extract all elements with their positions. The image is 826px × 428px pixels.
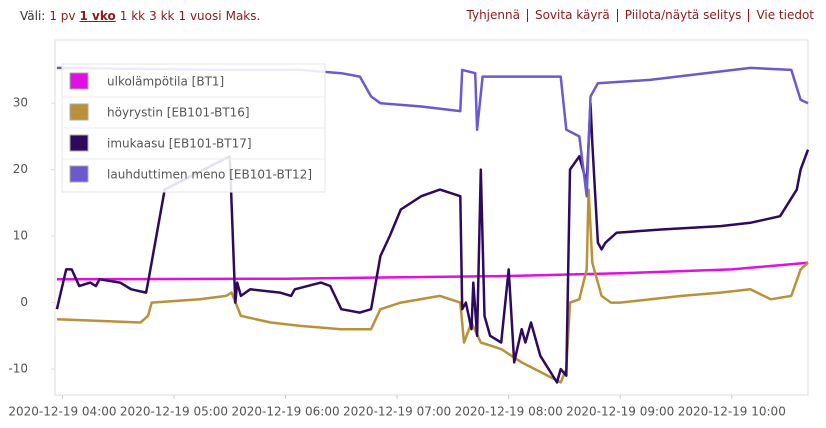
legend-label: lauhduttimen meno [EB101-BT12] bbox=[107, 168, 312, 182]
plot-frame bbox=[54, 39, 809, 396]
y-tick-label: -10 bbox=[8, 362, 28, 376]
y-tick-label: 0 bbox=[20, 295, 28, 309]
action-link[interactable]: Tyhjennä bbox=[460, 9, 528, 22]
y-tick-label: 30 bbox=[13, 96, 28, 110]
action-link[interactable]: Sovita käyrä bbox=[528, 9, 618, 22]
x-tick-label: 2020-12-19 06:00 bbox=[231, 405, 339, 419]
legend-swatch bbox=[69, 134, 89, 152]
range-option[interactable]: 3 kk bbox=[149, 9, 175, 23]
x-tick-label: 2020-12-19 09:00 bbox=[566, 405, 674, 419]
series-line bbox=[56, 261, 809, 281]
range-option[interactable]: 1 vko bbox=[79, 9, 116, 23]
series-line bbox=[55, 101, 810, 384]
legend-label: imukaasu [EB101-BT17] bbox=[107, 137, 252, 151]
legend-label: ulkolämpötila [BT1] bbox=[107, 75, 224, 89]
legend-label: höyrystin [EB101-BT16] bbox=[107, 106, 250, 120]
legend-swatch bbox=[69, 72, 89, 90]
range-option[interactable]: 1 pv bbox=[49, 9, 76, 23]
y-tick-label: 20 bbox=[13, 162, 28, 176]
legend-swatch bbox=[69, 165, 89, 183]
action-link[interactable]: Piilota/näytä selitys bbox=[618, 9, 750, 22]
legend-swatch bbox=[69, 103, 89, 121]
series-line bbox=[56, 188, 809, 384]
series-line bbox=[56, 66, 809, 198]
y-tick-label: 10 bbox=[13, 229, 28, 243]
legend: ulkolämpötila [BT1] höyrystin [EB101-BT16… bbox=[61, 63, 326, 193]
range-option[interactable]: 1 kk bbox=[119, 9, 146, 23]
actions: Tyhjennä Sovita käyrä Piilota/näytä selity… bbox=[460, 9, 814, 22]
chart: -10 0 10 20 30 2020-12-19 04:00 2020-12-19 05:… bbox=[8, 39, 810, 419]
x-tick-label: 2020-12-19 05:00 bbox=[120, 405, 228, 419]
action-link[interactable]: Vie tiedot bbox=[756, 8, 814, 22]
x-tick-label: 2020-12-19 10:00 bbox=[678, 405, 786, 419]
range-label: Väli: bbox=[20, 9, 46, 23]
range-selector: Väli: 1 pv 1 vko 1 kk 3 kk 1 vuosi Maks. bbox=[20, 9, 264, 23]
x-tick-label: 2020-12-19 04:00 bbox=[8, 405, 116, 419]
toolbar: Väli: 1 pv 1 vko 1 kk 3 kk 1 vuosi Maks. Tyhje… bbox=[0, 0, 826, 30]
range-option[interactable]: Maks. bbox=[225, 9, 261, 23]
x-tick-label: 2020-12-19 08:00 bbox=[455, 405, 563, 419]
x-tick-label: 2020-12-19 07:00 bbox=[343, 405, 451, 419]
range-option[interactable]: 1 vuosi bbox=[178, 9, 222, 23]
